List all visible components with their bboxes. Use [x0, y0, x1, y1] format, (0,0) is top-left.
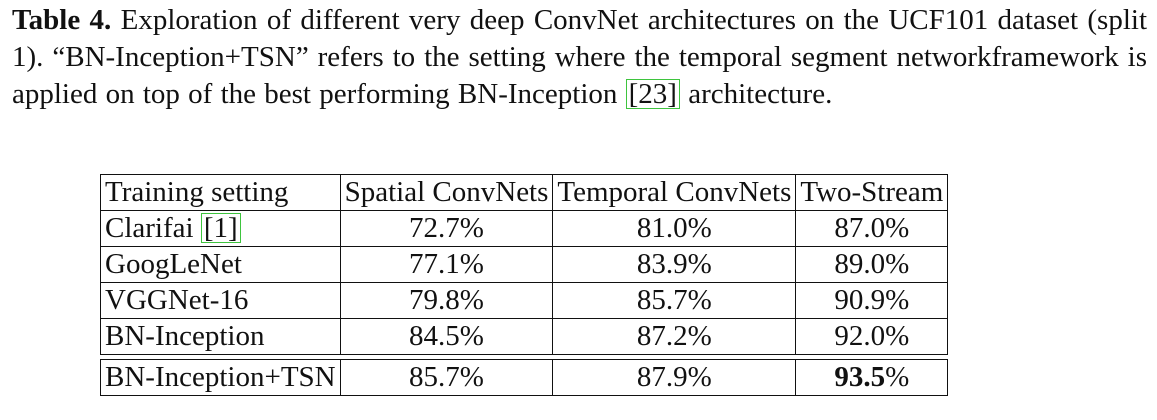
spatial-cell: 77.1% [339, 246, 554, 283]
table-row-final: BN-Inception+TSN 85.7% 87.9% 93.5% [100, 359, 949, 396]
row-label: Clarifai [1] [100, 210, 341, 247]
row-label: GoogLeNet [100, 246, 341, 283]
caption-label: Table 4. [12, 4, 112, 36]
best-value: 93.5 [834, 361, 886, 393]
citation-link[interactable]: [1] [200, 213, 241, 243]
column-header: Training setting [100, 174, 341, 211]
spatial-cell: 84.5% [339, 318, 554, 355]
temporal-cell: 87.2% [552, 318, 797, 355]
spatial-cell: 79.8% [339, 282, 554, 319]
temporal-cell: 83.9% [552, 246, 797, 283]
temporal-cell: 87.9% [552, 359, 797, 396]
setting-name: Clarifai [105, 212, 194, 244]
table-row: VGGNet-16 79.8% 85.7% 90.9% [100, 282, 949, 319]
table-header-row: Training setting Spatial ConvNets Tempor… [100, 174, 949, 211]
two-stream-cell: 87.0% [795, 210, 949, 247]
spatial-cell: 85.7% [339, 359, 554, 396]
results-table: Training setting Spatial ConvNets Tempor… [100, 174, 949, 396]
table-row: GoogLeNet 77.1% 83.9% 89.0% [100, 246, 949, 283]
caption-text-end: architecture. [688, 78, 833, 110]
row-label: BN-Inception+TSN [100, 359, 341, 396]
caption-text: Exploration of different very deep ConvN… [12, 4, 1148, 110]
table-caption: Table 4. Exploration of different very d… [12, 2, 1147, 113]
temporal-cell: 81.0% [552, 210, 797, 247]
row-label: VGGNet-16 [100, 282, 341, 319]
two-stream-cell: 89.0% [795, 246, 949, 283]
two-stream-cell: 92.0% [795, 318, 949, 355]
column-header: Temporal ConvNets [552, 174, 797, 211]
two-stream-cell: 90.9% [795, 282, 949, 319]
row-label: BN-Inception [100, 318, 341, 355]
column-header: Two-Stream [795, 174, 949, 211]
table-row: BN-Inception 84.5% 87.2% 92.0% [100, 318, 949, 355]
temporal-cell: 85.7% [552, 282, 797, 319]
spatial-cell: 72.7% [339, 210, 554, 247]
citation-link[interactable]: [23] [625, 79, 680, 109]
two-stream-cell: 93.5% [795, 359, 949, 396]
column-header: Spatial ConvNets [339, 174, 554, 211]
table-row: Clarifai [1] 72.7% 81.0% 87.0% [100, 210, 949, 247]
percent-sign: % [885, 361, 910, 393]
